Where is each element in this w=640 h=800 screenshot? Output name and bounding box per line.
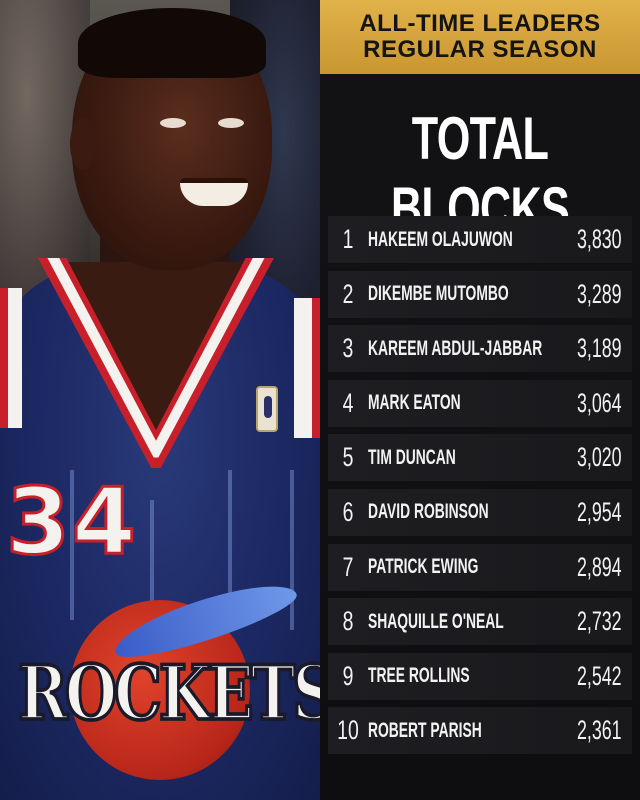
- nba-logo-icon: [256, 386, 278, 432]
- leader-value: 3,830: [577, 224, 622, 254]
- leader-value: 2,361: [577, 715, 622, 746]
- leaders-list: 1 HAKEEM OLAJUWON 3,830 2 DIKEMBE MUTOMBO 3,2…: [328, 216, 632, 762]
- leader-value: 3,189: [577, 333, 622, 364]
- leader-row: 3 KAREEM ABDUL-JABBAR 3,189: [328, 325, 632, 373]
- leader-value: 3,289: [577, 278, 622, 309]
- leader-row: 6 DAVID ROBINSON 2,954: [328, 488, 632, 536]
- leader-name: ROBERT PARISH: [368, 718, 482, 742]
- jersey-pinstripe: [70, 470, 74, 620]
- jersey-pinstripe: [150, 500, 154, 620]
- leader-value: 3,064: [577, 387, 622, 418]
- leader-row: 9 TREE ROLLINS 2,542: [328, 652, 632, 700]
- leader-rank: 9: [342, 660, 354, 691]
- leader-name: HAKEEM OLAJUWON: [368, 227, 513, 251]
- leader-rank: 4: [342, 387, 354, 418]
- leader-name: MARK EATON: [368, 391, 461, 415]
- team-wordmark: ROCKETS: [17, 650, 320, 738]
- header-line-1: ALL-TIME LEADERS: [359, 10, 601, 37]
- leader-value: 2,732: [577, 606, 622, 637]
- jersey-pinstripe: [228, 470, 232, 610]
- leader-value: 2,542: [577, 660, 622, 691]
- player-eye-right: [218, 118, 244, 128]
- leader-name: SHAQUILLE O'NEAL: [368, 609, 504, 633]
- leader-name: DAVID ROBINSON: [368, 500, 489, 524]
- leader-rank: 1: [342, 224, 354, 254]
- header-line-2: REGULAR SEASON: [363, 36, 597, 63]
- leader-row: 8 SHAQUILLE O'NEAL 2,732: [328, 598, 632, 646]
- leader-row: 2 DIKEMBE MUTOMBO 3,289: [328, 270, 632, 318]
- leader-value: 2,894: [577, 551, 622, 582]
- header-banner: ALL-TIME LEADERS REGULAR SEASON: [320, 0, 640, 74]
- jersey-strap-right: [294, 298, 320, 438]
- leader-rank: 6: [342, 496, 354, 527]
- leader-name: PATRICK EWING: [368, 555, 479, 579]
- leader-row: 1 HAKEEM OLAJUWON 3,830: [328, 216, 632, 263]
- leader-name: TIM DUNCAN: [368, 445, 456, 469]
- leader-rank: 10: [337, 715, 359, 746]
- leader-value: 2,954: [577, 496, 622, 527]
- leader-rank: 5: [342, 442, 354, 473]
- leader-row: 5 TIM DUNCAN 3,020: [328, 434, 632, 482]
- jersey-number: 34: [4, 468, 139, 575]
- jersey-strap-left: [0, 288, 22, 428]
- leader-rank: 3: [342, 333, 354, 364]
- player-eye-left: [160, 118, 186, 128]
- leader-rank: 2: [342, 278, 354, 309]
- leader-rank: 8: [342, 606, 354, 637]
- jersey-pinstripe: [290, 470, 294, 630]
- leader-row: 7 PATRICK EWING 2,894: [328, 543, 632, 591]
- leader-row: 4 MARK EATON 3,064: [328, 379, 632, 427]
- leader-value: 3,020: [577, 442, 622, 473]
- leader-rank: 7: [342, 551, 354, 582]
- player-photo: 34 ROCKETS: [0, 0, 320, 800]
- leaderboard-panel: ALL-TIME LEADERS REGULAR SEASON TOTAL BL…: [320, 0, 640, 800]
- player-hair: [78, 8, 266, 78]
- leader-name: KAREEM ABDUL-JABBAR: [367, 336, 543, 360]
- leader-name: DIKEMBE MUTOMBO: [368, 282, 509, 306]
- leader-row: 10 ROBERT PARISH 2,361: [328, 707, 632, 755]
- player-smile: [180, 178, 248, 206]
- player-ear: [70, 118, 96, 170]
- leader-name: TREE ROLLINS: [368, 664, 470, 688]
